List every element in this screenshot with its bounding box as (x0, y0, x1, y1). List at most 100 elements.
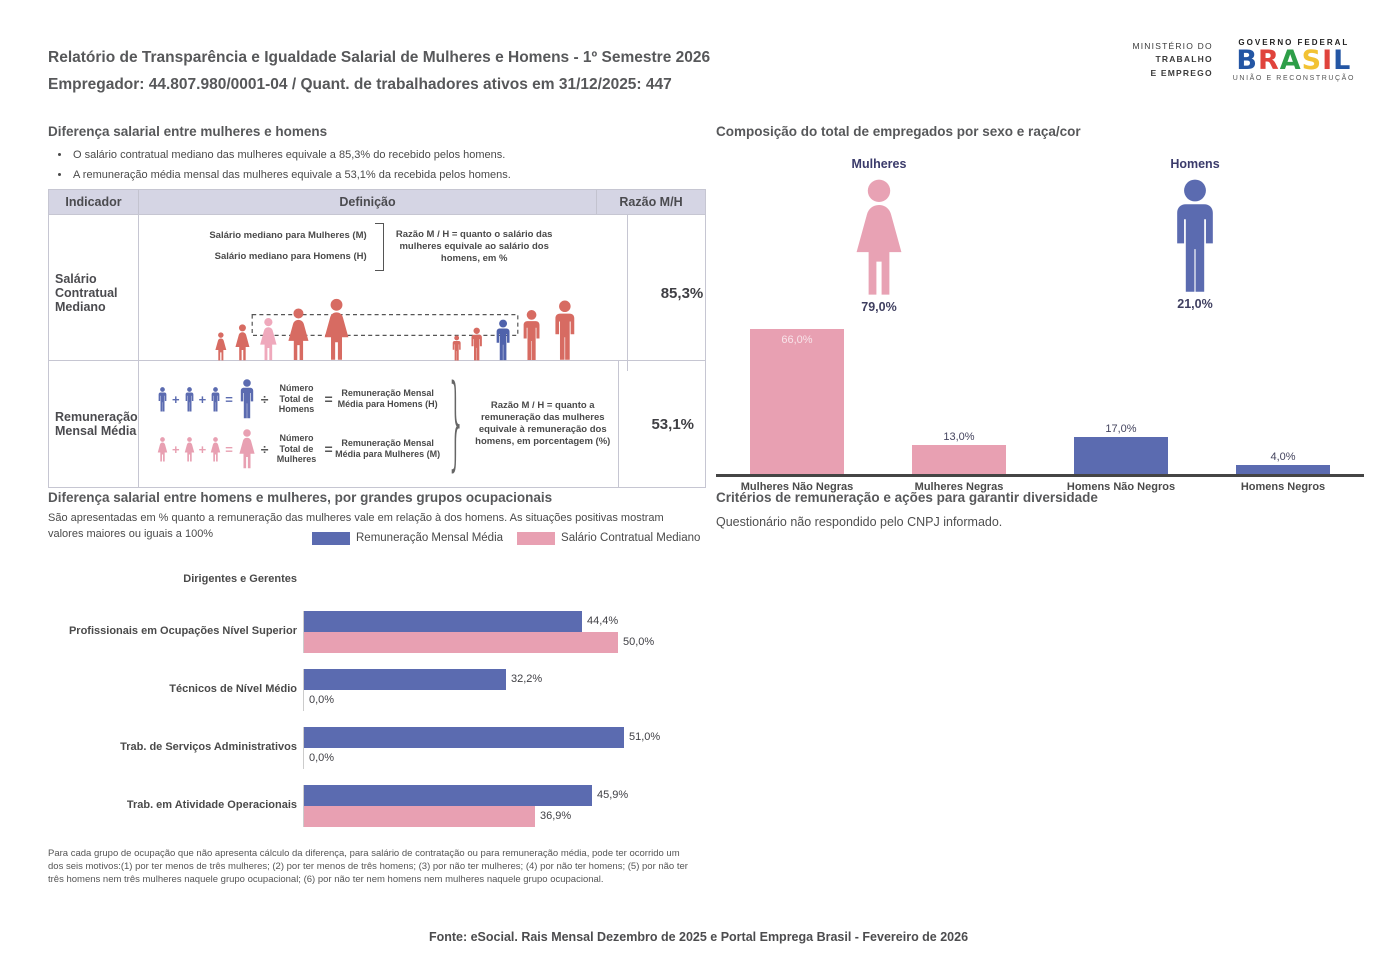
bars-area: 45,9% 36,9% (303, 784, 708, 827)
indicator-label: Remuneração Mensal Média (49, 361, 139, 487)
equals-sign: = (324, 441, 333, 457)
legend-swatch-pink (517, 531, 556, 545)
category-label: Trab. de Serviços Administrativos (120, 741, 297, 753)
occ-chart-row: Profissionais em Ocupações Nível Superio… (48, 603, 708, 661)
bar-row: 0,0% (304, 690, 708, 711)
bar (304, 726, 624, 748)
bullet-median-salary: O salário contratual mediano das mulhere… (58, 149, 708, 161)
ministry-logo: MINISTÉRIO DO TRABALHO E EMPREGO (1132, 40, 1212, 81)
composition-bar-chart-plot: 66,0% 13,0% 17,0% 4,0% (716, 322, 1364, 474)
composition-chart-axis (716, 474, 1364, 477)
man-icon (1177, 179, 1213, 292)
composition-people-row: Mulheres 79,0% Homens 21,0% (716, 157, 1364, 314)
indicator-label: Salário Contratual Mediano (49, 215, 139, 371)
ministry-line2: TRABALHO (1155, 54, 1213, 65)
occ-chart-row: Trab. em Atividade Operacionais 45,9% 36,9… (48, 777, 708, 835)
women-total-block: Mulheres 79,0% (804, 157, 954, 314)
legend-label: Remuneração Mensal Média (356, 532, 504, 545)
bars-area: 32,2% 0,0% (303, 668, 708, 711)
criteria-title: Critérios de remuneração e ações para ga… (716, 490, 1098, 505)
governo-federal-brasil-logo: GOVERNO FEDERAL BRASIL UNIÃO E RECONSTRU… (1233, 38, 1355, 82)
bar-value-label: 36,9% (540, 810, 572, 823)
report-title: Relatório de Transparência e Igualdade S… (48, 49, 711, 66)
bar-value-label: 13,0% (943, 431, 975, 443)
bar-row: 32,2% (304, 668, 708, 690)
men-divisor-label: Número Total de Homens (278, 382, 315, 415)
occupational-title: Diferença salarial entre homens e mulher… (48, 490, 553, 505)
ratio-definition-note: Razão M / H = quanto o salário das mulhe… (395, 229, 553, 264)
gov-logo-top-text: GOVERNO FEDERAL (1238, 38, 1350, 47)
men-result-label: Remuneração Mensal Média para Homens (H) (337, 388, 438, 409)
ratio-definition-note: Razão M / H = quanto a remuneração das m… (475, 400, 611, 447)
legend-item-remuneracao: Remuneração Mensal Média (312, 531, 504, 545)
category-label: Técnicos de Nível Médio (169, 683, 297, 695)
plus-sign: + (172, 391, 180, 407)
category-label: Homens Não Negros (1066, 481, 1176, 493)
men-average-formula: + + = ÷ Número Total de Homens = Remuner… (155, 379, 441, 419)
bar-row: 0,0% (304, 748, 708, 769)
bar: 66,0% (750, 329, 844, 474)
table-row-salario-contratual: Salário Contratual Mediano Salário media… (49, 215, 705, 371)
salary-difference-title: Diferença salarial entre mulheres e home… (48, 124, 328, 139)
bars-area: 44,4% 50,0% (303, 610, 708, 653)
bar (912, 445, 1006, 474)
composition-title: Composição do total de empregados por se… (716, 124, 1081, 139)
bullet-mean-remuneration: A remuneração média mensal das mulheres … (58, 169, 708, 181)
bar-value-label: 0,0% (309, 752, 335, 765)
women-percentage: 79,0% (861, 300, 897, 314)
indicator-table: Indicador Definição Razão M/H Salário Co… (48, 189, 706, 488)
col-header-indicador: Indicador (49, 190, 139, 214)
chart-legend: Remuneração Mensal Média Salário Contrat… (306, 531, 701, 545)
median-man-figure (496, 319, 510, 361)
composition-section: Composição do total de empregados por se… (716, 124, 1364, 493)
equals-sign: = (225, 441, 233, 457)
def-median-men: Salário mediano para Homens (H) (214, 251, 367, 262)
women-divisor-label: Número Total de Mulheres (276, 432, 317, 465)
bars-area: 51,0% 0,0% (303, 726, 708, 769)
occ-chart-row: Técnicos de Nível Médio 32,2% 0,0% (48, 661, 708, 719)
bar-row: 51,0% (304, 726, 708, 748)
category-label: Profissionais em Ocupações Nível Superio… (68, 625, 297, 637)
indicator-table-header: Indicador Definição Razão M/H (49, 190, 705, 215)
bar-value-label: 50,0% (623, 636, 655, 649)
bar-value-label: 17,0% (1105, 423, 1137, 435)
occupational-section: Diferença salarial entre homens e mulher… (48, 490, 708, 887)
occupational-subtitle: São apresentadas em % quanto a remuneraç… (48, 512, 664, 540)
plus-sign: + (198, 441, 207, 457)
population-figures-illustration (171, 273, 623, 365)
salary-difference-bullets: O salário contratual mediano das mulhere… (58, 149, 708, 181)
gov-logo-bottom-text: UNIÃO E RECONSTRUÇÃO (1232, 75, 1355, 82)
table-row-remuneracao-media: Remuneração Mensal Média + + = (49, 361, 705, 487)
divide-sign: ÷ (260, 391, 269, 407)
definition-cell-row2: + + = ÷ Número Total de Homens = Remuner… (139, 361, 619, 487)
ratio-value-mean: 53,1% (651, 415, 695, 433)
ministry-line1: MINISTÉRIO DO (1132, 40, 1213, 51)
report-subtitle-employer: Empregador: 44.807.980/0001-04 / Quant. … (48, 76, 672, 94)
category-label: Trab. em Atividade Operacionais (126, 799, 297, 811)
women-average-formula: + + = ÷ Número Total de Mulheres = Remun… (155, 429, 441, 469)
bar (304, 610, 582, 632)
legend-label: Salário Contratual Mediano (561, 532, 701, 545)
men-label: Homens (1170, 157, 1220, 171)
legend-swatch-blue (312, 531, 350, 545)
occ-chart-row: Dirigentes e Gerentes (48, 557, 708, 603)
bar (304, 784, 592, 806)
category-label: Mulheres Negras (914, 481, 1004, 493)
col-header-razao: Razão M/H (619, 195, 683, 209)
woman-icon (856, 179, 902, 295)
bar (1236, 465, 1330, 474)
col-header-definicao: Definição (139, 190, 597, 214)
bar (304, 805, 535, 827)
bar-value-label: 51,0% (629, 731, 661, 744)
comp-bar-column: 13,0% (878, 431, 1040, 474)
plus-sign: + (198, 391, 207, 407)
equals-sign: = (225, 391, 233, 407)
brasil-wordmark: BRASIL (1236, 45, 1352, 76)
equals-sign: = (324, 391, 333, 407)
bar-value-label: 66,0% (781, 334, 813, 346)
bar-value-label: 45,9% (597, 789, 629, 802)
category-label: Dirigentes e Gerentes (183, 573, 297, 585)
occ-chart-row: Trab. de Serviços Administrativos 51,0% 0,… (48, 719, 708, 777)
salary-difference-section: Diferença salarial entre mulheres e home… (48, 124, 708, 488)
